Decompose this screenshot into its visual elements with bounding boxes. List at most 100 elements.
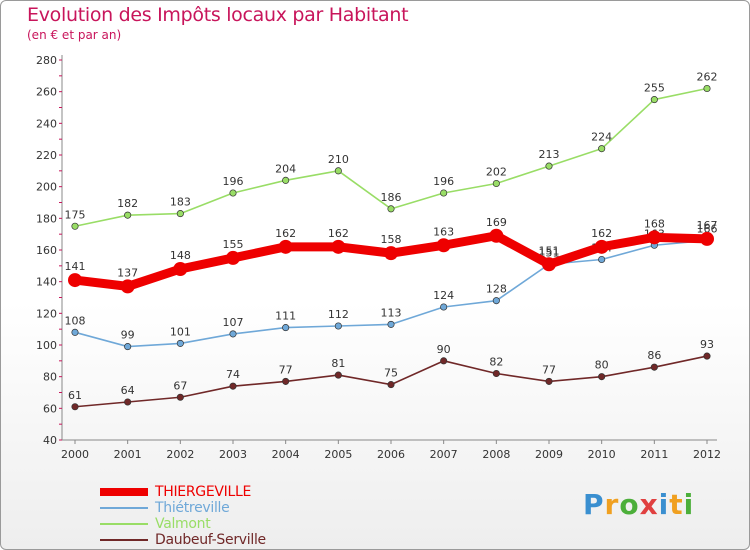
data-point — [440, 303, 448, 311]
data-label: 151 — [539, 246, 560, 259]
data-point — [278, 239, 293, 254]
data-label: 167 — [697, 219, 718, 232]
logo-letter: t — [669, 488, 684, 521]
data-label: 80 — [595, 359, 609, 372]
data-label: 86 — [647, 349, 661, 362]
x-tick-label: 2004 — [272, 448, 300, 461]
data-label: 141 — [65, 260, 86, 273]
y-tick-label: 280 — [36, 54, 57, 67]
data-point — [229, 382, 237, 390]
data-point — [334, 371, 342, 379]
legend-swatch — [100, 488, 148, 496]
data-label: 74 — [226, 368, 240, 381]
data-point — [229, 330, 237, 338]
data-point — [545, 377, 553, 385]
y-tick-label: 100 — [36, 339, 57, 352]
chart-title: Evolution des Impôts locaux par Habitant — [27, 4, 409, 26]
data-point — [71, 328, 79, 336]
data-point — [440, 189, 448, 197]
legend-label: Valmont — [155, 516, 211, 532]
y-tick-label: 40 — [43, 434, 57, 447]
x-tick-label: 2001 — [114, 448, 142, 461]
x-tick-label: 2010 — [588, 448, 616, 461]
data-label: 128 — [486, 283, 507, 296]
data-point — [120, 279, 135, 294]
data-point — [173, 262, 188, 276]
data-label: 75 — [384, 367, 398, 380]
data-point — [440, 357, 448, 365]
logo-letter: o — [619, 488, 640, 521]
data-point — [176, 393, 184, 401]
data-label: 81 — [331, 357, 345, 370]
data-label: 204 — [275, 162, 296, 175]
x-tick-label: 2008 — [482, 448, 510, 461]
data-label: 82 — [489, 356, 503, 369]
data-label: 182 — [117, 197, 138, 210]
proxiti-logo: Proxiti — [583, 488, 694, 521]
logo-letter: i — [683, 488, 695, 521]
data-label: 137 — [117, 266, 138, 279]
x-tick-label: 2000 — [61, 448, 89, 461]
data-point — [71, 222, 79, 230]
data-point — [387, 320, 395, 328]
x-tick-label: 2006 — [377, 448, 405, 461]
data-label: 155 — [223, 238, 244, 251]
data-point — [176, 339, 184, 347]
data-label: 186 — [381, 191, 402, 204]
data-point — [334, 167, 342, 175]
data-point — [703, 84, 711, 93]
data-label: 202 — [486, 166, 507, 179]
data-point — [68, 273, 82, 288]
data-label: 77 — [279, 363, 293, 376]
y-tick-label: 260 — [36, 86, 57, 99]
data-point — [492, 369, 500, 378]
data-label: 64 — [121, 384, 135, 397]
data-point — [387, 205, 395, 213]
data-point — [647, 230, 662, 245]
x-tick-label: 2011 — [640, 448, 668, 461]
y-tick-label: 180 — [36, 212, 57, 225]
data-label: 169 — [486, 216, 507, 229]
logo-letter: x — [639, 488, 659, 521]
data-label: 213 — [539, 148, 560, 161]
x-tick-label: 2002 — [166, 448, 194, 461]
data-label: 99 — [121, 329, 135, 342]
data-label: 111 — [275, 310, 296, 323]
data-label: 175 — [65, 208, 86, 221]
data-point — [124, 343, 132, 351]
data-point — [598, 373, 606, 381]
x-tick-label: 2003 — [219, 448, 247, 461]
data-label: 112 — [328, 308, 349, 321]
data-label: 151 — [539, 244, 560, 257]
data-label: 61 — [68, 389, 82, 402]
data-point — [598, 255, 606, 264]
data-point — [598, 145, 606, 153]
data-point — [176, 210, 184, 218]
chart-subtitle: (en € et par an) — [27, 28, 122, 42]
legend-swatch — [100, 523, 148, 525]
data-label: 101 — [170, 325, 191, 338]
data-label: 210 — [328, 153, 349, 166]
legend-swatch — [100, 507, 148, 509]
data-point — [124, 398, 132, 406]
data-label: 90 — [437, 343, 451, 356]
legend-label: Thiétreville — [155, 500, 230, 516]
x-tick-label: 2005 — [324, 448, 352, 461]
data-point — [542, 257, 556, 272]
logo-letter: i — [658, 488, 670, 521]
data-label: 113 — [381, 306, 402, 319]
data-label: 148 — [170, 249, 191, 262]
data-label: 166 — [697, 223, 718, 236]
data-label: 168 — [644, 217, 665, 230]
y-tick-label: 200 — [36, 181, 57, 194]
data-point — [387, 381, 395, 389]
legend-label: Daubeuf-Serville — [155, 532, 266, 548]
data-label: 124 — [433, 289, 454, 302]
data-label: 108 — [65, 314, 86, 327]
data-point — [229, 189, 237, 197]
data-point — [594, 239, 609, 254]
data-point — [492, 179, 500, 188]
x-tick-label: 2012 — [693, 448, 721, 461]
data-point — [331, 239, 346, 254]
